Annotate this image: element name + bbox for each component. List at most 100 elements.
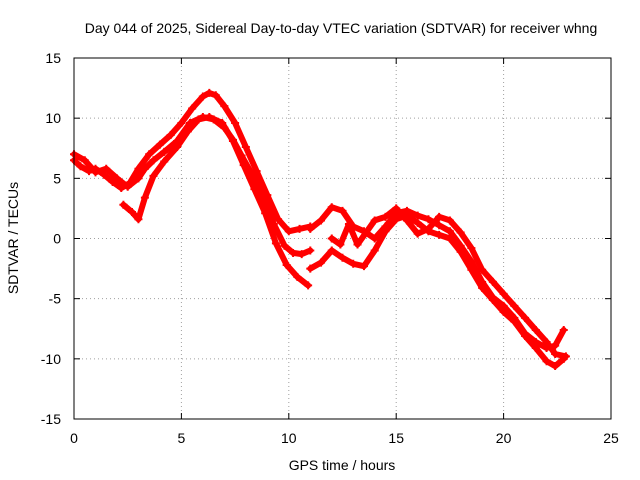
data-point [280,241,289,250]
data-point [381,227,390,236]
data-point [119,200,128,209]
data-point [188,104,197,113]
data-point [149,156,158,165]
data-point [274,215,283,224]
marker-group-track-5 [306,211,568,371]
data-point [134,215,143,224]
data-point [445,216,454,225]
data-point [531,344,540,353]
data-point [145,150,154,159]
data-point [561,352,570,361]
x-tick-label: 5 [178,430,186,446]
data-point [127,208,136,217]
data-point [205,88,214,97]
data-point [510,301,519,310]
data-point [424,224,433,233]
data-point [304,281,313,290]
x-axis-label: GPS time / hours [289,457,396,473]
data-point [183,127,192,136]
series-layer [70,88,570,371]
data-point [467,265,476,274]
data-point [424,215,433,224]
data-point [362,228,371,237]
data-point [551,350,560,359]
data-point [112,174,121,183]
series-line-track-5 [307,212,567,370]
data-point [435,230,444,239]
data-point [488,295,497,304]
data-point [239,161,248,170]
data-point [499,307,508,316]
y-tick-label: 5 [53,170,61,186]
x-tick-label: 25 [603,430,619,446]
data-point [295,224,304,233]
data-point [478,283,487,292]
data-point [349,259,358,268]
y-tick-label: -15 [41,411,61,427]
data-point [252,167,261,176]
x-tick-label: 10 [281,430,297,446]
data-point [413,229,422,238]
chart-title: Day 044 of 2025, Sidereal Day-to-day VTE… [85,20,598,36]
data-point [413,211,422,220]
data-point [551,362,560,371]
data-point [306,224,315,233]
data-point [370,216,379,225]
data-point [306,246,315,255]
data-point [370,246,379,255]
data-point [91,168,100,177]
data-point [140,164,149,173]
data-point [435,221,444,230]
y-tick-label: 10 [45,110,61,126]
data-point [445,234,454,243]
data-point [327,203,336,212]
data-point [370,234,379,243]
series-line-track-3 [120,114,312,289]
y-tick-label: -5 [49,291,62,307]
data-point [456,228,465,237]
data-point [344,220,353,229]
data-point [521,331,530,340]
data-point [542,337,551,346]
data-point [359,262,368,271]
data-point [392,215,401,224]
x-tick-label: 15 [388,430,404,446]
data-point [194,115,203,124]
data-point [76,162,85,171]
marker-group-track-3 [119,112,313,290]
data-point [510,317,519,326]
x-tick-label: 0 [70,430,78,446]
x-tick-label: 20 [496,430,512,446]
data-point [289,248,298,257]
data-point [445,227,454,236]
data-point [102,164,111,173]
data-point [478,265,487,274]
data-point [317,216,326,225]
data-point [284,227,293,236]
data-point [327,234,336,243]
data-point [80,156,89,165]
data-point [271,239,280,248]
data-point [108,177,117,186]
data-point [435,212,444,221]
data-point [317,258,326,267]
data-point [160,147,169,156]
data-point [134,174,143,183]
data-point [297,250,306,259]
data-point [231,118,240,127]
data-point [559,325,568,334]
data-point [160,157,169,166]
data-point [166,131,175,140]
data-point [149,171,158,180]
data-point [402,216,411,225]
data-point [306,264,315,273]
data-point [327,246,336,255]
data-point [218,118,227,127]
marker-group-track-6 [327,204,570,361]
data-point [140,193,149,202]
series-line-track-6 [328,205,569,360]
data-point [250,185,259,194]
data-point [211,91,220,100]
data-point [123,182,132,191]
